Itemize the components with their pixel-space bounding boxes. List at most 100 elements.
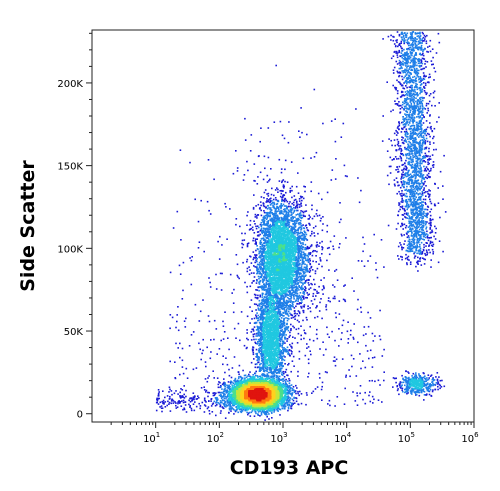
- event-dot: [291, 398, 294, 401]
- event-dot: [267, 127, 270, 129]
- event-dot: [429, 228, 431, 230]
- event-dot: [248, 273, 251, 276]
- event-dot: [406, 86, 408, 89]
- event-dot: [284, 363, 286, 365]
- event-dot: [405, 213, 408, 216]
- event-dot: [409, 81, 411, 84]
- event-dot: [411, 32, 413, 35]
- event-dot: [298, 227, 300, 229]
- event-dot: [404, 376, 407, 378]
- event-dot: [259, 223, 262, 226]
- event-dot: [256, 355, 258, 357]
- event-dot: [259, 344, 261, 347]
- event-dot: [410, 189, 412, 191]
- event-dot: [288, 308, 290, 311]
- event-dot: [426, 174, 429, 176]
- event-dot: [262, 279, 265, 281]
- event-dot: [181, 298, 184, 300]
- event-dot: [304, 235, 307, 238]
- event-dot: [401, 234, 403, 237]
- event-dot: [270, 197, 272, 200]
- event-dot: [168, 398, 171, 400]
- event-dot: [256, 263, 259, 266]
- event-dot: [413, 182, 415, 184]
- event-dot: [422, 226, 425, 228]
- event-dot: [420, 46, 422, 48]
- event-dot: [280, 192, 283, 195]
- event-dot: [252, 328, 255, 330]
- event-dot: [392, 69, 395, 71]
- event-dot: [418, 219, 420, 221]
- event-dot: [425, 75, 427, 77]
- event-dot: [300, 196, 302, 199]
- event-dot: [418, 237, 421, 240]
- event-dot: [421, 142, 424, 145]
- event-dot: [279, 211, 281, 213]
- event-dot: [421, 97, 424, 100]
- event-dot: [255, 370, 257, 373]
- event-dot: [306, 264, 308, 266]
- event-dot: [398, 393, 400, 396]
- event-dot: [423, 48, 425, 51]
- event-dot: [413, 169, 416, 171]
- event-dot: [220, 410, 222, 412]
- event-dot: [212, 394, 215, 397]
- event-dot: [379, 384, 381, 386]
- event-dot: [400, 148, 402, 150]
- event-dot: [401, 164, 403, 166]
- event-dot: [259, 363, 261, 366]
- event-dot: [238, 408, 241, 411]
- event-dot: [222, 395, 225, 397]
- event-dot: [321, 253, 323, 255]
- event-dot: [332, 297, 335, 300]
- event-dot: [438, 376, 440, 378]
- event-dot: [203, 399, 206, 401]
- event-dot: [375, 268, 377, 271]
- event-dot: [346, 330, 349, 333]
- event-dot: [432, 383, 435, 386]
- event-dot: [357, 177, 359, 179]
- event-dot: [406, 175, 409, 177]
- event-dot: [304, 253, 307, 255]
- event-dot: [290, 349, 292, 352]
- event-dot: [415, 188, 418, 190]
- event-dot: [218, 348, 221, 350]
- event-dot: [273, 214, 276, 216]
- event-dot: [411, 150, 413, 152]
- event-dot: [208, 412, 211, 415]
- event-dot: [395, 377, 397, 380]
- event-dot: [295, 218, 298, 220]
- event-dot: [402, 194, 405, 196]
- event-dot: [246, 285, 248, 288]
- event-dot: [406, 54, 409, 56]
- event-dot: [411, 221, 413, 223]
- event-dot: [281, 320, 283, 323]
- event-dot: [236, 170, 239, 172]
- event-dot: [435, 227, 437, 230]
- event-dot: [168, 403, 170, 405]
- event-dot: [266, 221, 268, 223]
- event-dot: [409, 66, 411, 69]
- event-dot: [271, 202, 273, 205]
- event-dot: [329, 300, 331, 303]
- event-dot: [411, 191, 414, 193]
- event-dot: [425, 249, 428, 252]
- event-dot: [257, 341, 259, 343]
- event-dot: [405, 57, 408, 60]
- event-dot: [423, 85, 425, 88]
- event-dot: [270, 209, 272, 211]
- event-dot: [418, 146, 421, 148]
- event-dot: [426, 140, 429, 143]
- event-dot: [410, 199, 412, 201]
- event-dot: [286, 181, 289, 183]
- event-dot: [295, 285, 298, 287]
- event-dot: [208, 277, 210, 279]
- event-dot: [426, 388, 428, 390]
- event-dot: [400, 156, 402, 159]
- event-dot: [421, 107, 424, 110]
- event-dot: [254, 372, 257, 374]
- event-dot: [416, 189, 419, 192]
- event-dot: [293, 301, 295, 303]
- event-dot: [396, 103, 399, 105]
- event-dot: [329, 404, 331, 407]
